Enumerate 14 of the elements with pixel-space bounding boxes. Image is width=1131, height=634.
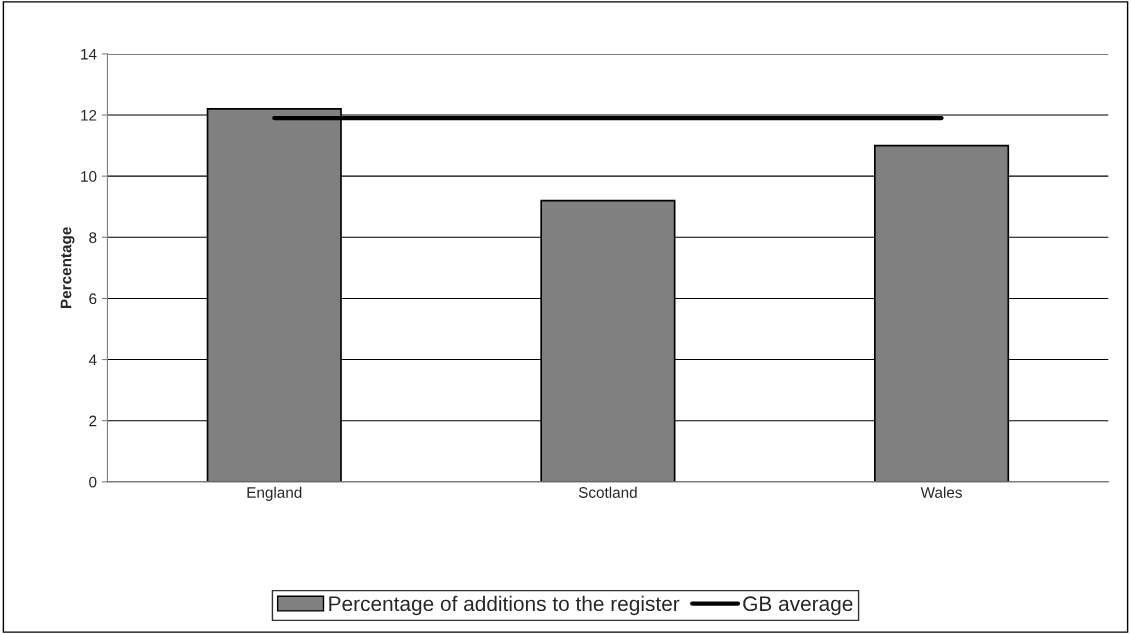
- y-tick-label: 12: [81, 109, 97, 121]
- x-tick-label: Scotland: [578, 486, 637, 498]
- y-axis-title: Percentage: [60, 227, 75, 309]
- x-tick-label: England: [247, 486, 302, 501]
- y-tick-label: 6: [89, 293, 97, 305]
- y-tick-label: 0: [89, 476, 97, 488]
- y-tick-label: 14: [81, 48, 97, 60]
- y-tick-label: 4: [88, 354, 97, 366]
- x-tick-label: Wales: [920, 486, 962, 498]
- legend-label: Percentage of additions to the register: [329, 595, 680, 616]
- y-tick-label: 10: [81, 171, 97, 182]
- y-tick-label: 8: [89, 232, 97, 243]
- y-tick-label: 2: [89, 415, 97, 427]
- legend-label: GB average: [743, 596, 853, 616]
